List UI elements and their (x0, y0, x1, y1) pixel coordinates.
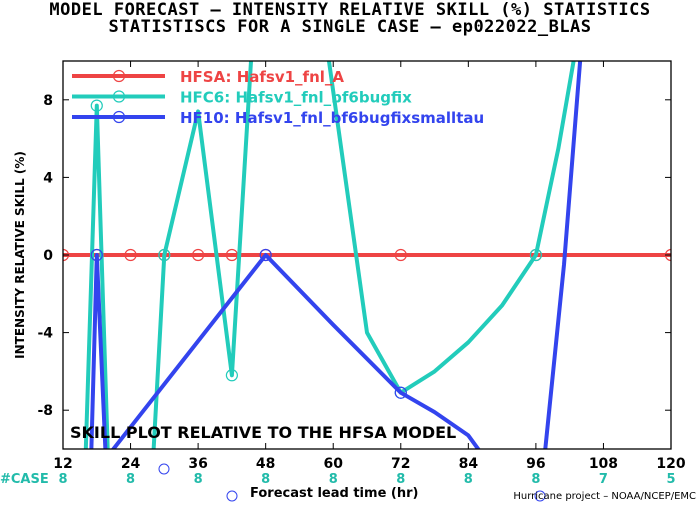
x-tick-label: 48 (256, 456, 275, 472)
case-count: 5 (666, 472, 675, 487)
case-count: 7 (599, 472, 608, 487)
y-tick-label: -4 (37, 326, 53, 342)
legend-label-1: HFSA: Hafsv1_fnl_A (180, 68, 344, 86)
y-tick-label: 4 (43, 170, 53, 186)
offscale-marker (226, 490, 238, 502)
skill-annotation: SKILL PLOT RELATIVE TO THE HFSA MODEL (70, 423, 456, 442)
series-2-marker-2 (158, 248, 171, 262)
case-count: 8 (58, 472, 67, 487)
x-axis-label: Forecast lead time (hr) (250, 486, 419, 501)
series-line-2 (83, 61, 576, 449)
case-count: 8 (126, 472, 135, 487)
y-tick-label: 8 (43, 93, 53, 109)
series-2-marker-1 (90, 99, 103, 112)
case-count: 8 (464, 472, 473, 487)
x-tick-label: 36 (188, 456, 207, 472)
legend-marker-2 (112, 90, 126, 103)
series-3-marker-1 (90, 248, 103, 262)
x-tick-label: 72 (391, 456, 410, 472)
case-count: 8 (261, 472, 270, 487)
x-tick-label: 96 (526, 456, 545, 472)
case-count: 8 (396, 472, 405, 487)
series-1-marker-3 (124, 248, 137, 262)
series-3-marker-3 (394, 386, 407, 399)
x-tick-label: 120 (656, 456, 685, 472)
x-tick-label: 108 (589, 456, 618, 472)
series-2-marker-3 (225, 369, 238, 382)
series-1-marker-8 (394, 248, 407, 262)
x-tick-label: 24 (121, 456, 141, 472)
series-3-marker-2 (259, 248, 272, 262)
y-axis-label: INTENSITY RELATIVE SKILL (%) (13, 151, 27, 359)
offscale-marker (534, 490, 546, 502)
legend-label-3: HF10: Hafsv1_fnl_bf6bugfixsmalltau (180, 109, 484, 127)
offscale-marker (158, 463, 170, 475)
case-count: 8 (329, 472, 338, 487)
chart-title: MODEL FORECAST – INTENSITY RELATIVE SKIL… (49, 0, 651, 20)
legend-label-2: HFC6: Hafsv1_fnl_bf6bugfix (180, 89, 412, 107)
x-tick-label: 60 (323, 456, 343, 472)
case-row-label: #CASE (0, 472, 49, 487)
y-tick-label: 0 (43, 248, 53, 264)
case-count: 8 (194, 472, 203, 487)
legend-marker-3 (112, 110, 126, 124)
chart-subtitle: STATISTISCS FOR A SINGLE CASE – ep022022… (108, 17, 592, 37)
series-2-marker-5 (529, 248, 542, 262)
legend-marker-1 (112, 69, 126, 83)
x-tick-label: 12 (53, 456, 72, 472)
plot-area (63, 61, 671, 449)
case-count: 8 (531, 472, 540, 487)
x-tick-label: 84 (459, 456, 479, 472)
credit-text: Hurricane project – NOAA/NCEP/EMC (513, 491, 696, 502)
series-line-3 (89, 61, 583, 449)
series-1-marker-5 (192, 248, 205, 262)
y-tick-label: -8 (37, 403, 53, 419)
